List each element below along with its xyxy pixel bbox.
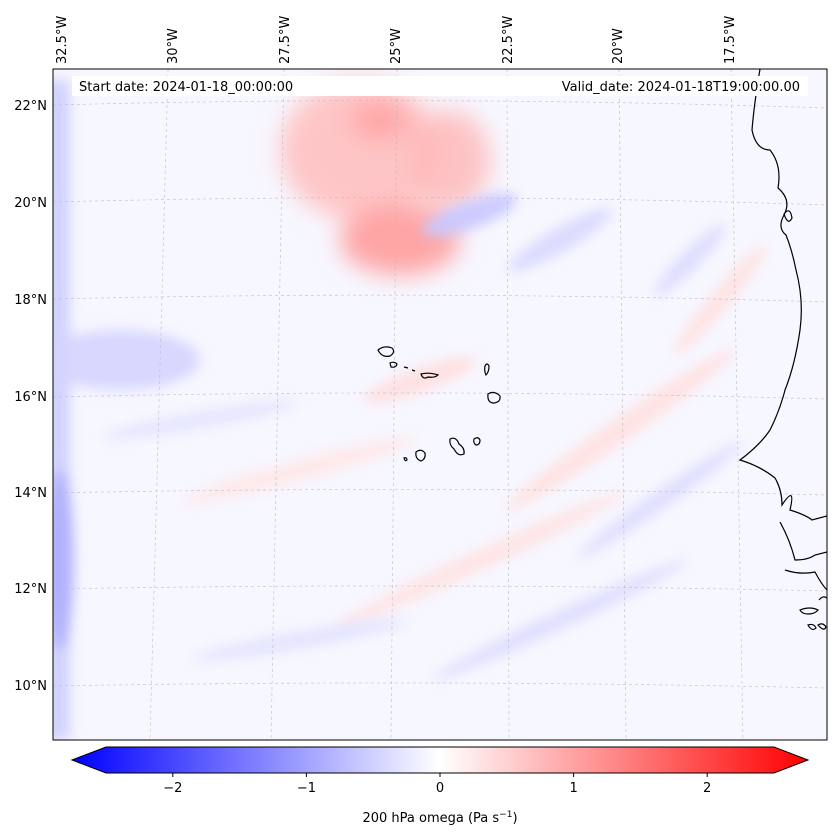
lon-label-25w: 25°W — [389, 28, 404, 64]
graticule — [53, 69, 827, 740]
valid-date-label: Valid_date: 2024-01-18T19:00:00.00 — [562, 80, 800, 95]
colorbar-body — [70, 746, 810, 774]
lon-label-22.5w: 22.5°W — [501, 16, 516, 64]
header-band — [72, 76, 808, 96]
lat-label-14n: 14°N — [14, 486, 47, 501]
positive-northern-region — [280, 80, 490, 275]
cape-verde-islands — [377, 346, 501, 462]
africa-coastline — [738, 69, 827, 631]
lon-label-17.5w: 17.5°W — [723, 16, 738, 64]
omega-field — [53, 69, 827, 740]
lat-label-22n: 22°N — [14, 99, 47, 114]
lon-label-27.5w: 27.5°W — [278, 16, 293, 64]
lon-label-20w: 20°W — [611, 28, 626, 64]
colorbar-tick-label-3: 1 — [569, 781, 577, 796]
lat-label-20n: 20°N — [14, 196, 47, 211]
negative-northern-streaks — [422, 193, 727, 297]
start-date-label: Start date: 2024-01-18_00:00:00 — [79, 80, 293, 95]
colorbar: −2 −1 0 1 2 200 hPa omega (Pa s−1) — [70, 746, 810, 826]
lat-label-10n: 10°N — [14, 679, 47, 694]
map-frame — [52, 68, 828, 741]
lon-label-30w: 30°W — [166, 28, 181, 64]
longitude-labels: 32.5°W 30°W 27.5°W 25°W 22.5°W 20°W 17.5… — [55, 16, 738, 64]
lat-label-16n: 16°N — [14, 390, 47, 405]
positive-streaks — [184, 245, 766, 629]
colorbar-tick-label-2: 0 — [436, 781, 444, 796]
negative-western-band — [53, 80, 200, 740]
colorbar-ticks: −2 −1 0 1 2 — [163, 773, 711, 796]
colorbar-label: 200 hPa omega (Pa s−1) — [362, 810, 517, 826]
lat-label-12n: 12°N — [14, 582, 47, 597]
lon-label-32.5w: 32.5°W — [55, 16, 70, 64]
colorbar-tick-label-1: −1 — [297, 781, 316, 796]
lat-label-18n: 18°N — [14, 293, 47, 308]
colorbar-tick-label-0: −2 — [163, 781, 182, 796]
colorbar-tick-label-4: 2 — [703, 781, 711, 796]
latitude-labels: 22°N 20°N 18°N 16°N 14°N 12°N 10°N — [14, 99, 47, 694]
negative-streaks — [101, 400, 743, 680]
